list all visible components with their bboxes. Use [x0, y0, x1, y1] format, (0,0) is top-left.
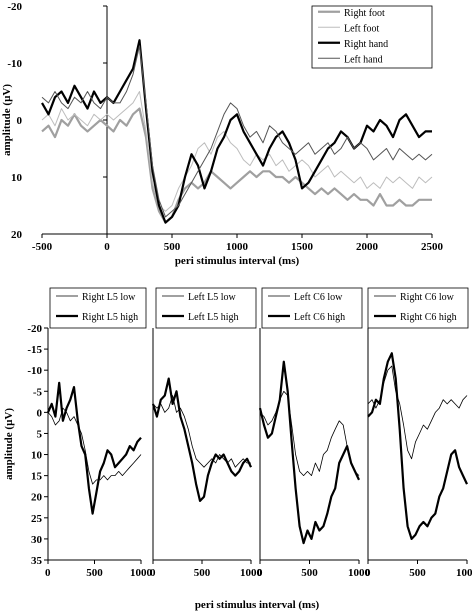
x-tick-label: 1000: [226, 241, 249, 253]
x-tick-label: 500: [194, 567, 211, 579]
y-axis-label: amplitude (µV): [1, 84, 13, 156]
y-axis-label: amplitude (µV): [3, 408, 15, 480]
x-tick-label: 1000: [456, 567, 472, 579]
y-tick-label: 20: [31, 492, 43, 504]
y-tick-label: 0: [17, 115, 23, 127]
chart-0: -500 0 500 1000 1500 2000 2500 -20 -10 0 10 20 ampli…: [1, 1, 444, 267]
x-tick-label: 0: [104, 241, 110, 253]
legend-label-0: Right foot: [344, 8, 385, 19]
legend: Right L5 low Right L5 high: [49, 287, 147, 329]
y-tick-label: 0: [37, 407, 43, 419]
x-tick-label: 0: [257, 567, 263, 579]
x-tick-label: 1500: [291, 241, 314, 253]
y-tick-label: 30: [31, 534, 43, 546]
legend-box: [155, 287, 257, 329]
y-tick-label: 5: [37, 428, 43, 440]
legend-label-0: Right C6 low: [400, 292, 455, 303]
x-tick-label: 500: [164, 241, 181, 253]
x-tick-label: 2000: [356, 241, 379, 253]
legend-label-1: Right L5 high: [82, 312, 138, 323]
x-tick-label: 1000: [130, 567, 153, 579]
legend-label-0: Right L5 low: [82, 292, 136, 303]
y-tick-label: -5: [33, 386, 43, 398]
chart-3: 0 500 1000 Left C6 low Left C6 high: [257, 287, 371, 579]
x-tick-label: 500: [301, 567, 318, 579]
legend-label-1: Left C6 high: [294, 312, 345, 323]
y-tick-label: 10: [11, 172, 23, 184]
legend-label-1: Right C6 high: [400, 312, 457, 323]
legend-box: [311, 5, 433, 69]
y-tick-label: -20: [27, 323, 42, 335]
x-tick-label: 2500: [421, 241, 444, 253]
y-tick-label: -15: [27, 344, 42, 356]
x-tick-label: 500: [86, 567, 103, 579]
x-axis-label: peri stimulus interval (ms): [175, 255, 300, 267]
legend-label-0: Left L5 low: [188, 292, 237, 303]
y-tick-label: 10: [31, 450, 43, 462]
legend-label-2: Right hand: [344, 39, 388, 50]
legend: Left C6 low Left C6 high: [261, 287, 363, 329]
legend-label-3: Left hand: [344, 54, 383, 65]
x-tick-label: 0: [150, 567, 156, 579]
chart-4: 0 500 1000 Right C6 low Right C6 high: [365, 287, 472, 579]
legend-label-1: Left L5 high: [188, 312, 239, 323]
y-tick-label: -20: [7, 1, 22, 13]
y-tick-label: -10: [7, 58, 22, 70]
y-tick-label: 20: [11, 229, 23, 241]
series-line-1: [46, 381, 142, 515]
legend-box: [367, 287, 469, 329]
series-line-1: [151, 377, 252, 502]
series-line-0: [41, 107, 432, 224]
legend: Right C6 low Right C6 high: [367, 287, 469, 329]
y-tick-label: 35: [31, 555, 43, 567]
legend: Left L5 low Left L5 high: [155, 287, 257, 329]
y-tick-label: 15: [31, 471, 43, 483]
x-tick-label: 0: [45, 567, 51, 579]
bottom-x-axis-label: peri stimulus interval (ms): [195, 599, 320, 611]
series-line-0: [152, 395, 251, 468]
series-line-1: [41, 91, 433, 212]
series-line-0: [259, 390, 360, 477]
y-tick-label: 25: [31, 513, 43, 525]
series-line-1: [367, 352, 468, 541]
legend: Right foot Left foot Right hand Left hand: [311, 5, 433, 69]
y-tick-label: -10: [27, 365, 42, 377]
x-tick-label: 500: [409, 567, 426, 579]
legend-box: [49, 287, 147, 329]
x-tick-label: 0: [365, 567, 371, 579]
legend-label-1: Left foot: [344, 23, 379, 34]
legend-box: [261, 287, 363, 329]
series-line-3: [41, 45, 433, 218]
x-tick-label: 1000: [348, 567, 371, 579]
x-tick-label: -500: [32, 241, 53, 253]
x-tick-label: 1000: [240, 567, 263, 579]
series-line-0: [47, 407, 142, 485]
series-line-1: [258, 360, 360, 545]
chart-1: 0 500 1000 -20 -15 -10 -5 0 5 10 15 20 25 30 35 amplitu…: [3, 287, 153, 579]
chart-2: 0 500 1000 Left L5 low Left L5 high: [150, 287, 263, 579]
legend-label-0: Left C6 low: [294, 292, 343, 303]
